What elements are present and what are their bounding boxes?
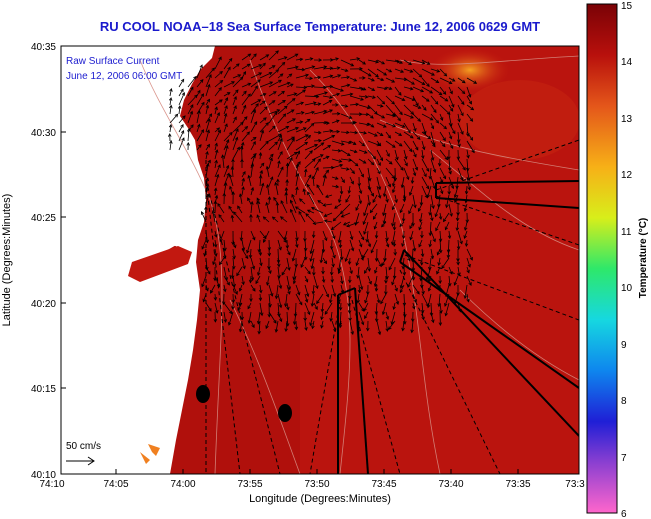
y-tick-label: 40:10 (31, 470, 56, 481)
x-tick-label: 74:05 (103, 479, 128, 490)
colorbar-tick: 12 (621, 170, 633, 181)
colorbar-tick: 14 (621, 57, 633, 68)
colorbar-tick: 15 (621, 1, 633, 12)
x-tick-label: 74:10 (39, 479, 64, 490)
colorbar-tick: 8 (621, 396, 627, 407)
colorbar-tick: 13 (621, 114, 633, 125)
colorbar-tick: 9 (621, 340, 627, 351)
scale-arrow-icon (66, 456, 95, 466)
overlay-line1: Raw Surface Current (66, 56, 160, 67)
x-axis-label: Longitude (Degrees:Minutes) (249, 493, 391, 505)
overlay-line2: June 12, 2006 06:00 GMT (66, 71, 182, 82)
colorbar-tick: 11 (621, 227, 632, 238)
colorbar-label: Temperature (°C) (638, 218, 649, 299)
y-tick-label: 40:25 (31, 213, 56, 224)
x-tick-label: 73:35 (505, 479, 530, 490)
radar-sectors (205, 139, 579, 474)
y-tick-label: 40:20 (31, 299, 56, 310)
x-tick-label: 73:45 (371, 479, 396, 490)
map-title: RU COOL NOAA–18 Sea Surface Temperature:… (99, 19, 541, 34)
y-axis-label: Latitude (Degrees:Minutes) (1, 194, 13, 327)
y-tick-label: 40:30 (31, 128, 56, 139)
colorbar-tick: 7 (621, 453, 627, 464)
colorbar (586, 3, 618, 514)
x-tick-label: 73:3 (565, 479, 585, 490)
x-tick-label: 73:55 (237, 479, 262, 490)
land-sandy-hook (61, 46, 120, 100)
scale-label: 50 cm/s (66, 441, 101, 452)
y-tick-label: 40:15 (31, 384, 56, 395)
plot-frame (60, 45, 580, 475)
x-tick-label: 73:50 (304, 479, 329, 490)
current-vectors (167, 50, 478, 336)
x-tick-label: 73:40 (438, 479, 463, 490)
sst-map: Raw Surface Current June 12, 2006 06:00 … (61, 46, 579, 474)
y-tick-label: 40:35 (31, 42, 56, 53)
radar-site-marker (196, 385, 210, 403)
x-tick-label: 74:00 (170, 479, 195, 490)
colorbar-tick: 6 (621, 509, 627, 519)
colorbar-tick: 10 (621, 283, 633, 294)
radar-site-marker (278, 404, 292, 422)
